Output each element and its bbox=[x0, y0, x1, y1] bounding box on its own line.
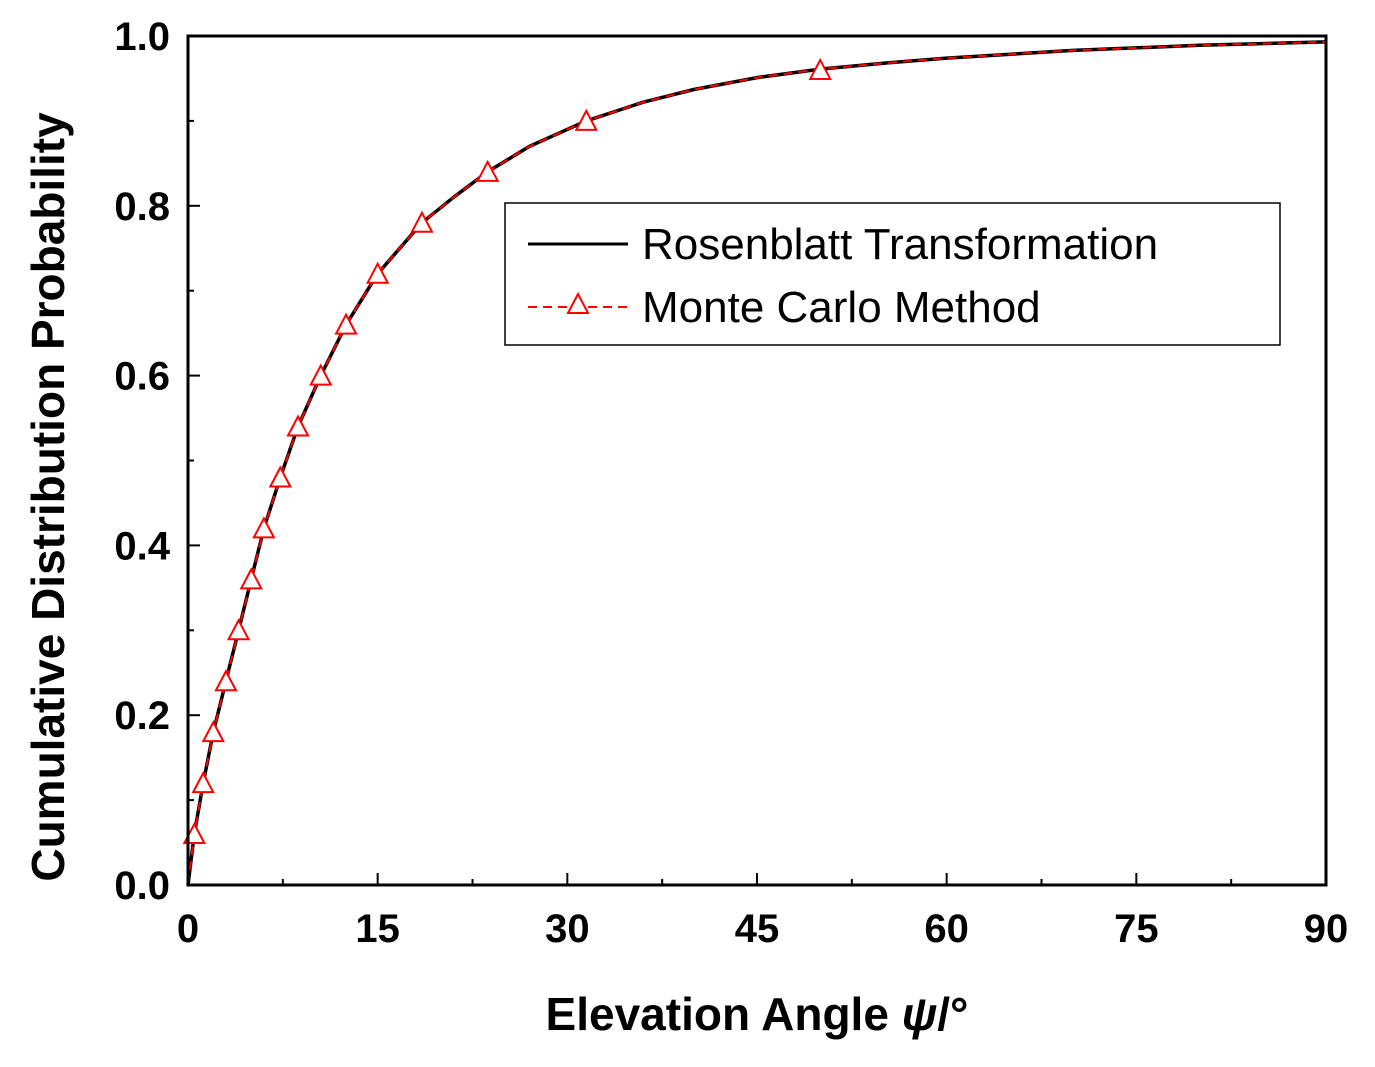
x-tick-label: 45 bbox=[735, 907, 780, 951]
y-tick-label: 0.2 bbox=[114, 694, 170, 738]
monte-carlo-marker bbox=[252, 516, 276, 539]
monte-carlo-marker bbox=[574, 108, 598, 131]
legend-label-monte-carlo: Monte Carlo Method bbox=[642, 283, 1041, 332]
monte-carlo-marker bbox=[410, 210, 434, 233]
axis-ticks bbox=[187, 35, 1327, 886]
monte-carlo-marker bbox=[309, 363, 333, 386]
x-tick-label: 60 bbox=[924, 907, 969, 951]
monte-carlo-marker bbox=[201, 720, 225, 743]
x-tick-label: 30 bbox=[545, 907, 590, 951]
series-line-rosenblatt bbox=[186, 40, 1327, 886]
y-tick-label: 1.0 bbox=[114, 15, 170, 59]
x-tick-label: 15 bbox=[355, 907, 400, 951]
y-tick-label: 0.6 bbox=[114, 355, 170, 399]
monte-carlo-marker bbox=[214, 669, 238, 692]
y-axis-title: Cumulative Distribution Probability bbox=[22, 112, 74, 882]
y-tick-label: 0.0 bbox=[114, 864, 170, 908]
monte-carlo-marker bbox=[239, 567, 263, 590]
monte-carlo-marker bbox=[226, 618, 251, 641]
legend: Rosenblatt Transformation Monte Carlo Me… bbox=[504, 202, 1281, 346]
x-axis-title: Elevation Angle ψ/° bbox=[546, 988, 969, 1040]
legend-label-rosenblatt: Rosenblatt Transformation bbox=[642, 220, 1158, 269]
y-tick-label: 0.8 bbox=[114, 185, 170, 229]
y-tick-label: 0.4 bbox=[114, 524, 170, 568]
monte-carlo-marker bbox=[268, 465, 292, 488]
legend-marker-monte-carlo bbox=[566, 291, 590, 314]
monte-carlo-marker bbox=[476, 159, 500, 182]
plot-frame bbox=[186, 34, 1328, 887]
x-tick-label: 0 bbox=[177, 907, 199, 951]
x-tick-label: 75 bbox=[1114, 907, 1159, 951]
monte-carlo-marker bbox=[366, 261, 390, 284]
monte-carlo-marker bbox=[191, 770, 215, 794]
series-line-monte-carlo bbox=[187, 40, 1327, 886]
monte-carlo-marker bbox=[808, 57, 832, 80]
series-layer bbox=[182, 40, 1327, 886]
legend-box bbox=[504, 202, 1281, 346]
monte-carlo-marker bbox=[286, 414, 310, 437]
monte-carlo-marker bbox=[334, 312, 358, 335]
tick-labels: 0 15 30 45 60 75 90 0.0 0.2 0.4 0.6 0.8 1.0 bbox=[114, 15, 1348, 951]
x-tick-label: 90 bbox=[1304, 907, 1349, 951]
